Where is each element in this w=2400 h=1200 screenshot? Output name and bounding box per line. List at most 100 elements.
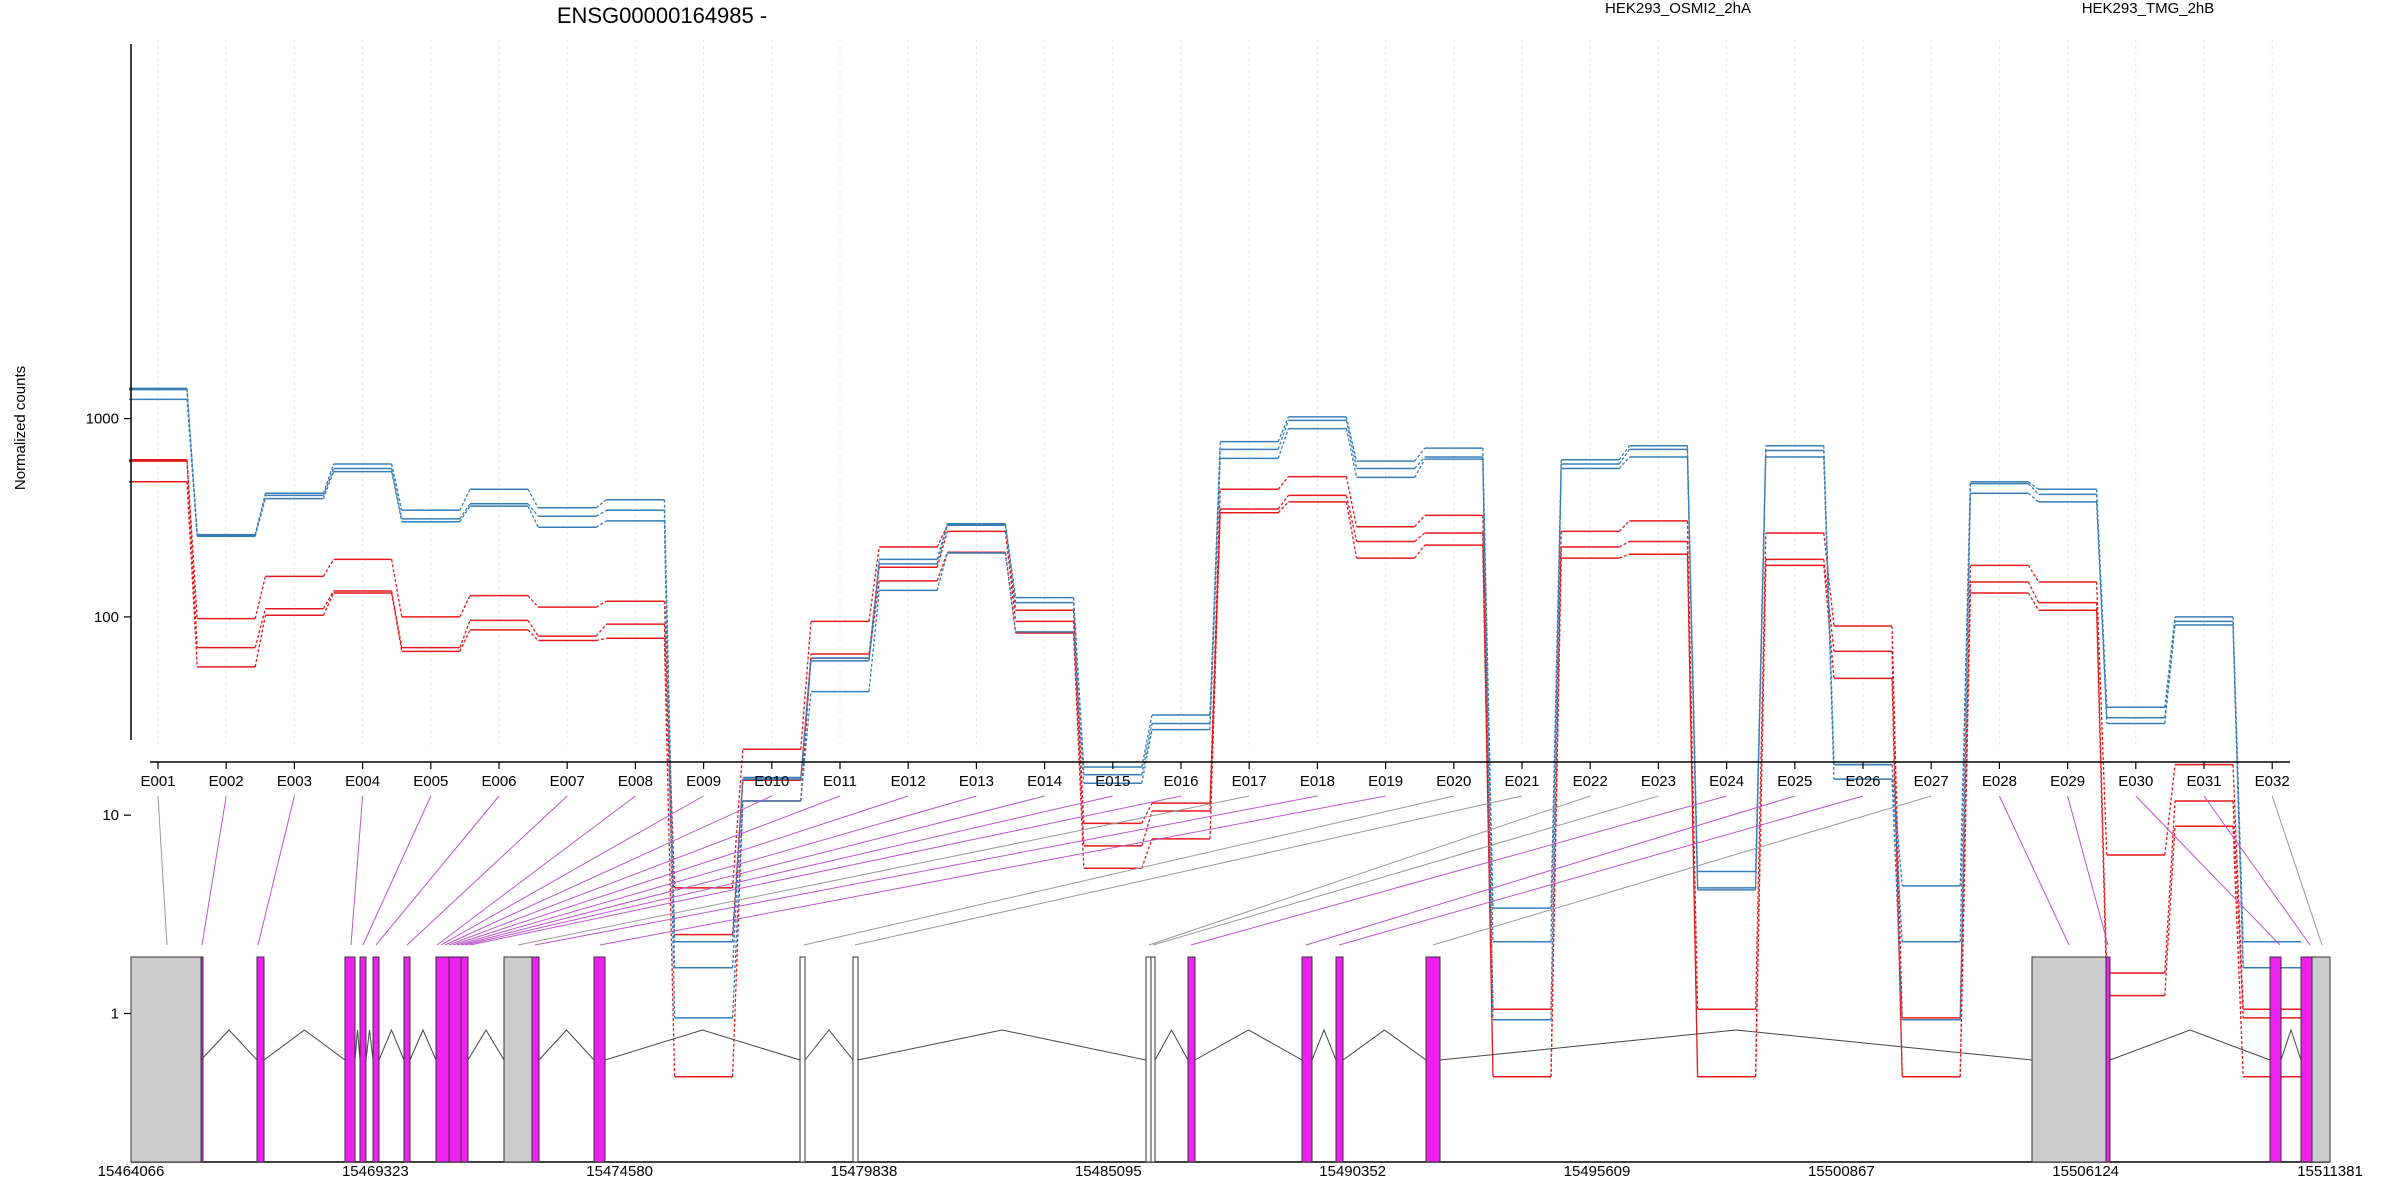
- x-tick-label-e016: E016: [1163, 773, 1198, 790]
- connector-line: [731, 800, 744, 1018]
- connector-line: [595, 509, 607, 517]
- connector-line: [731, 777, 744, 942]
- connector-line: [595, 499, 607, 509]
- connector-line: [1277, 476, 1289, 490]
- x-tick-label-e026: E026: [1845, 773, 1880, 790]
- axis-layer: 1 10 100 1000 E001 E002 E003 E004 E005 E006 E007 E0…: [86, 44, 2290, 1023]
- x-tick-label-e018: E018: [1300, 773, 1335, 790]
- exon-box: [344, 956, 356, 1163]
- coordinate-tick-label: 15506124: [2052, 1163, 2119, 1180]
- connector-line: [936, 525, 949, 565]
- exon-box: [503, 956, 533, 1163]
- exon-link-line: [460, 795, 1045, 946]
- connector-line: [1072, 632, 1085, 869]
- gene-model: 15464066 15469323 15474580 15479838 15485095…: [98, 956, 2363, 1180]
- exon-box: [593, 956, 606, 1163]
- exon-link-line: [1998, 795, 2070, 946]
- exon-box: [372, 956, 380, 1163]
- legend-series-tmg: HEK293_TMG_2hB: [2082, 0, 2215, 17]
- connector-line: [1072, 631, 1085, 784]
- intron-connector: [1439, 1029, 2033, 1061]
- connector-line: [1141, 723, 1153, 775]
- series-layer: [129, 387, 2302, 1078]
- x-tick-label-e013: E013: [959, 773, 994, 790]
- connector-line: [459, 595, 471, 618]
- x-tick-label-e027: E027: [1914, 773, 1949, 790]
- x-tick-label-e001: E001: [140, 773, 175, 790]
- connector-line: [1823, 532, 1835, 627]
- connector-line: [1959, 493, 1972, 1020]
- exon-link-line: [440, 795, 704, 946]
- x-tick-label-e014: E014: [1027, 773, 1062, 790]
- exon-link-line: [452, 795, 909, 946]
- connector-line: [936, 531, 949, 568]
- connector-line: [1209, 512, 1221, 839]
- exon-link-line: [350, 795, 364, 946]
- x-tick-label-e024: E024: [1709, 773, 1744, 790]
- connector-line: [1754, 565, 1767, 1077]
- x-tick-label-e023: E023: [1641, 773, 1676, 790]
- exon-box: [1301, 956, 1313, 1163]
- connector-line: [1618, 540, 1630, 548]
- connector-line: [1414, 544, 1426, 559]
- connector-line: [2027, 564, 2040, 583]
- connector-line: [2027, 492, 2040, 503]
- x-tick-label-e020: E020: [1436, 773, 1471, 790]
- exon-link-line: [599, 795, 1386, 946]
- connector-line: [2164, 624, 2176, 724]
- connector-line: [1004, 525, 1017, 603]
- connector-line: [1482, 532, 1494, 1077]
- exon-box: [448, 956, 462, 1163]
- connector-line: [1209, 508, 1221, 812]
- exon-link-line: [436, 795, 636, 946]
- intron-connector: [2280, 1028, 2302, 1061]
- connector-line: [1345, 495, 1358, 542]
- connector-line: [2164, 800, 2176, 974]
- connector-line: [2232, 826, 2244, 1077]
- exon-link-line: [854, 795, 1523, 946]
- exon-link-line: [375, 795, 500, 946]
- connector-line: [1277, 428, 1290, 459]
- y-axis-label: Normalized counts: [12, 366, 29, 490]
- connector-line: [1891, 779, 1903, 1020]
- connector-line: [596, 637, 607, 642]
- intron-connector: [538, 1029, 595, 1061]
- y-tick-label: 100: [94, 609, 119, 626]
- connector-line: [1141, 802, 1153, 824]
- chart-title: ENSG00000164985 -: [557, 3, 767, 28]
- exon-link-line: [2135, 795, 2281, 946]
- x-tick-label-e011: E011: [823, 773, 857, 790]
- connector-line: [459, 629, 471, 652]
- x-tick-label-e031: E031: [2186, 773, 2221, 790]
- legend-series-osmi2: HEK293_OSMI2_2hA: [1605, 0, 1751, 17]
- exon-box: [2269, 956, 2282, 1163]
- x-tick-label-e019: E019: [1368, 773, 1403, 790]
- intron-connector: [857, 1029, 1147, 1061]
- coordinate-tick-label: 15495609: [1564, 1163, 1631, 1180]
- coordinate-tick-label: 15469323: [342, 1163, 409, 1180]
- coordinate-tick-label: 15474580: [586, 1163, 653, 1180]
- coordinate-tick-label: 15500867: [1808, 1163, 1875, 1180]
- exon-box: [403, 956, 411, 1163]
- connector-line: [1686, 541, 1699, 1077]
- connector-line: [322, 471, 335, 499]
- x-tick-label-e021: E021: [1504, 773, 1539, 790]
- connector-line: [186, 461, 198, 648]
- connector-line: [1686, 457, 1699, 890]
- connector-line: [527, 595, 539, 608]
- exon-link-line: [803, 795, 1454, 946]
- intron-connector: [604, 1029, 801, 1061]
- connector-line: [459, 505, 471, 523]
- connector-line: [1482, 457, 1494, 942]
- connector-line: [1550, 468, 1562, 1020]
- x-tick-label-e015: E015: [1095, 773, 1130, 790]
- exon-box: [256, 956, 265, 1163]
- connector-line: [1345, 428, 1358, 478]
- connector-line: [527, 488, 539, 509]
- connector-line: [1004, 552, 1017, 632]
- connector-line: [1141, 714, 1153, 768]
- connector-line: [322, 463, 335, 494]
- connector-line: [1277, 420, 1290, 450]
- connector-line: [2028, 481, 2039, 490]
- connector-line: [1618, 445, 1630, 461]
